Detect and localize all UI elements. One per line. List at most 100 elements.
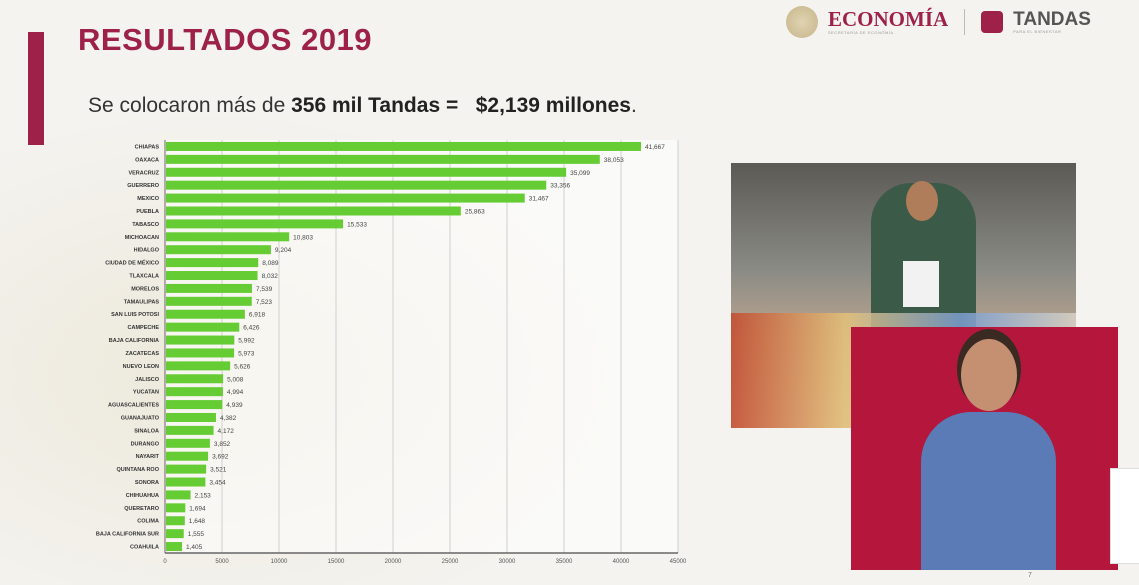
data-label: 1,694 [189,505,206,512]
category-label: QUERETARO [124,506,159,512]
category-label: SONORA [135,480,159,486]
category-label: MORELOS [131,286,159,292]
data-label: 3,454 [209,480,226,487]
data-label: 25,863 [465,208,485,215]
category-label: JALISCO [135,377,160,383]
category-label: DURANGO [131,441,160,447]
bar [166,180,547,190]
data-label: 31,467 [529,196,549,203]
bar [166,193,525,203]
tandas-text: TANDAS [1013,9,1091,30]
category-label: VERACRUZ [128,170,159,176]
sign-language-interpreter-video [851,327,1118,570]
bar [166,309,245,319]
x-tick-label: 10000 [271,559,288,565]
x-tick-label: 40000 [613,559,630,565]
bar [166,335,235,345]
data-label: 4,172 [218,428,235,435]
data-label: 9,204 [275,247,292,254]
bar [166,451,209,461]
category-label: NAYARIT [136,454,160,460]
bar [166,400,223,410]
category-label: TAMAULIPAS [124,299,160,305]
data-label: 8,089 [262,260,279,267]
data-label: 3,521 [210,467,227,474]
bar [166,542,183,552]
bar [166,141,642,151]
category-label: BAJA CALIFORNIA SUR [96,532,159,538]
data-label: 5,626 [234,363,251,370]
data-label: 3,692 [212,454,229,461]
data-label: 4,994 [227,389,244,396]
category-label: CHIAPAS [135,144,160,150]
economia-subtext: SECRETARÍA DE ECONOMÍA [828,30,894,35]
category-label: TLAXCALA [129,274,159,280]
category-label: SINALOA [134,428,159,434]
bar [166,232,290,242]
category-label: CIUDAD DE MÉXICO [105,259,160,267]
x-tick-label: 15000 [328,559,345,565]
economia-text: ECONOMÍA [828,7,949,31]
bar [166,490,191,500]
category-label: ZACATECAS [125,351,159,357]
subtitle-amount: $2,139 millones [475,94,631,117]
economia-logo: ECONOMÍA SECRETARÍA DE ECONOMÍA [828,7,949,36]
slide-subtitle: Se colocaron más de 356 mil Tandas = $2,… [88,94,637,118]
category-label: BAJA CALIFORNIA [109,338,159,344]
interpreter-head [961,339,1017,411]
bar [166,154,600,164]
bar [166,258,259,268]
bar [166,503,186,513]
photo-document [903,261,939,307]
interpreter-body [921,412,1056,570]
category-label: CAMPECHE [128,325,160,331]
header-logos: ECONOMÍA SECRETARÍA DE ECONOMÍA TANDAS P… [786,4,1091,40]
data-label: 33,356 [550,183,570,190]
data-label: 1,555 [188,531,205,538]
category-label: MICHOACAN [125,235,159,241]
bar [166,387,223,397]
category-label: HIDALGO [134,248,160,254]
data-label: 6,918 [249,312,266,319]
category-label: TABASCO [132,222,160,228]
data-label: 5,992 [238,338,255,345]
data-label: 3,852 [214,441,231,448]
x-tick-label: 35000 [556,559,573,565]
slide-thumbnail[interactable] [1110,468,1139,564]
data-label: 8,032 [262,273,279,280]
category-label: COLIMA [137,519,159,525]
subtitle-suffix: . [631,94,637,117]
data-label: 5,008 [227,376,244,383]
bar [166,283,252,293]
category-label: MEXICO [137,196,159,202]
subtitle-prefix: Se colocaron más de [88,94,292,117]
bar [166,361,231,371]
category-label: YUCATAN [133,390,159,396]
data-label: 6,426 [243,325,260,332]
data-label: 7,539 [256,286,273,293]
bar [166,374,224,384]
category-label: SAN LUIS POTOSI [111,312,159,318]
bar [166,245,271,255]
subtitle-tandas: 356 mil Tandas = [291,94,459,117]
data-label: 5,973 [238,350,255,357]
category-label: OAXACA [135,157,159,163]
tandas-subtext: PARA EL BIENESTAR [1013,29,1062,34]
page-number: 7 [1028,572,1032,579]
tandas-by-state-bar-chart: 0 5000 10000 15000 20000 25000 30000 35000 40000… [96,140,687,565]
bar [166,425,214,435]
x-tick-label: 5000 [215,559,229,565]
bar [166,477,206,487]
category-label: COAHUILA [130,545,159,551]
category-label: AGUASCALIENTES [108,403,159,409]
data-label: 4,939 [226,402,243,409]
category-label: GUANAJUATO [121,415,160,421]
bar [166,322,240,332]
bar [166,271,258,281]
tandas-logo-icon [981,11,1004,33]
bar [166,516,185,526]
data-label: 2,153 [195,492,212,499]
data-label: 7,523 [256,299,273,306]
x-tick-label: 30000 [499,559,516,565]
x-tick-label: 45000 [670,559,687,565]
